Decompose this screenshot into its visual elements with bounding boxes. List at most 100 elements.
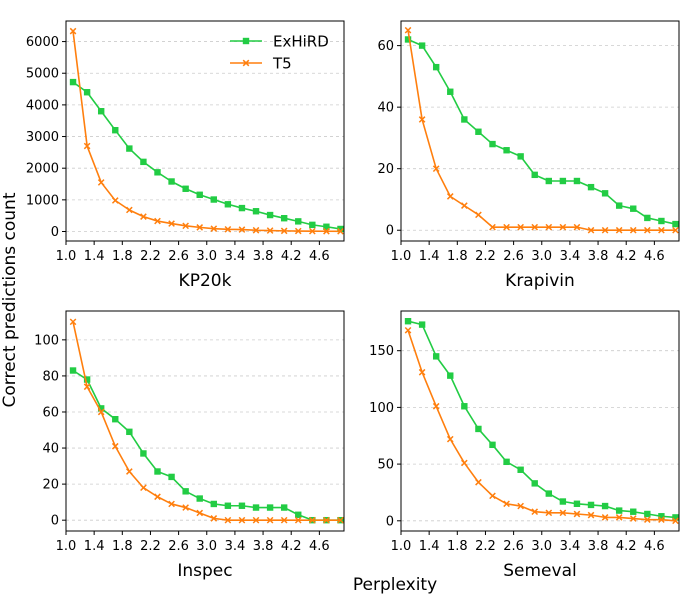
x-tick-label: 2.2	[475, 539, 496, 554]
point-t5	[503, 223, 510, 231]
y-tick-label: 0	[386, 224, 394, 239]
point-t5	[308, 516, 316, 524]
x-tick-label: 1.4	[84, 539, 105, 554]
point-exhird	[112, 415, 119, 423]
point-exhird	[559, 498, 567, 505]
x-tick-label: 4.2	[616, 249, 637, 264]
x-tick-label: 3.8	[253, 539, 274, 554]
point-t5	[658, 516, 665, 523]
point-t5	[587, 511, 595, 519]
point-exhird	[154, 169, 161, 176]
point-exhird	[658, 217, 665, 225]
point-exhird	[182, 185, 189, 192]
point-exhird	[83, 376, 91, 383]
point-t5	[252, 226, 260, 234]
x-tick-label: 3.8	[588, 249, 609, 264]
point-exhird	[461, 403, 468, 410]
x-tick-label: 3.0	[196, 249, 217, 264]
point-exhird	[644, 214, 651, 222]
x-tick-label: 4.6	[309, 249, 330, 264]
point-exhird	[601, 502, 609, 510]
x-tick-label: 4.2	[281, 249, 302, 264]
point-exhird	[447, 372, 454, 379]
point-exhird	[168, 178, 175, 185]
x-tick-label: 1.8	[112, 249, 133, 264]
x-tick-label: 2.2	[475, 249, 496, 264]
x-tick-label: 2.2	[140, 249, 161, 264]
y-tick-label: 80	[42, 369, 59, 384]
x-tick-label: 4.2	[281, 539, 302, 554]
x-tick-label: 4.2	[616, 539, 637, 554]
panel-xlabel: Semeval	[503, 561, 576, 581]
point-t5	[154, 493, 161, 501]
point-exhird	[475, 128, 482, 135]
x-tick-label: 1.8	[447, 249, 468, 264]
point-exhird	[615, 202, 623, 209]
legend-marker	[242, 59, 250, 67]
point-t5	[475, 478, 482, 486]
point-exhird	[672, 220, 679, 228]
figure-ylabel: Correct predictions count	[0, 192, 20, 407]
point-exhird	[168, 473, 175, 481]
panel-xlabel: Inspec	[177, 561, 232, 581]
point-exhird	[69, 78, 77, 86]
point-t5	[308, 227, 316, 235]
x-tick-label: 4.6	[644, 249, 665, 264]
x-tick-label: 1.8	[112, 539, 133, 554]
point-t5	[69, 27, 77, 35]
point-t5	[432, 165, 440, 173]
x-tick-label: 3.0	[196, 539, 217, 554]
point-exhird	[238, 204, 246, 212]
y-tick-label: 20	[377, 162, 394, 177]
point-exhird	[196, 495, 203, 502]
point-t5	[545, 509, 553, 517]
point-exhird	[461, 116, 468, 123]
x-tick-label: 3.4	[225, 249, 246, 264]
point-t5	[531, 223, 539, 231]
x-tick-label: 2.6	[168, 539, 189, 554]
series-line-exhird	[72, 81, 341, 230]
point-t5	[643, 226, 651, 234]
point-exhird	[503, 147, 510, 154]
point-exhird	[323, 223, 330, 230]
point-exhird	[224, 502, 232, 509]
point-exhird	[587, 501, 595, 509]
point-t5	[294, 516, 302, 524]
point-t5	[461, 202, 468, 209]
point-t5	[418, 116, 426, 123]
point-t5	[672, 226, 679, 234]
point-t5	[182, 222, 189, 230]
point-t5	[658, 226, 665, 234]
series-line-t5	[407, 330, 676, 522]
point-t5	[517, 223, 524, 231]
point-exhird	[573, 177, 581, 185]
y-tick-label: 100	[369, 401, 394, 416]
y-tick-label: 60	[42, 405, 59, 420]
point-t5	[111, 442, 119, 450]
point-t5	[446, 193, 454, 200]
point-t5	[517, 502, 524, 510]
point-t5	[111, 197, 119, 204]
point-t5	[432, 402, 440, 410]
y-tick-label: 2000	[26, 162, 59, 177]
point-exhird	[418, 321, 426, 328]
x-tick-label: 2.2	[140, 539, 161, 554]
series-line-exhird	[407, 38, 676, 225]
point-exhird	[531, 480, 538, 487]
x-tick-label: 3.0	[531, 539, 552, 554]
point-t5	[97, 179, 105, 186]
legend-label-exhird: ExHiRD	[273, 33, 329, 51]
point-t5	[559, 223, 567, 231]
point-t5	[83, 383, 91, 391]
point-t5	[489, 223, 496, 231]
point-t5	[224, 516, 232, 524]
point-t5	[461, 459, 468, 467]
x-tick-label: 1.4	[419, 539, 440, 554]
point-t5	[266, 516, 274, 524]
point-t5	[587, 226, 595, 234]
point-t5	[238, 516, 246, 524]
x-tick-label: 3.4	[560, 249, 581, 264]
point-exhird	[672, 514, 679, 521]
x-tick-label: 3.0	[531, 249, 552, 264]
